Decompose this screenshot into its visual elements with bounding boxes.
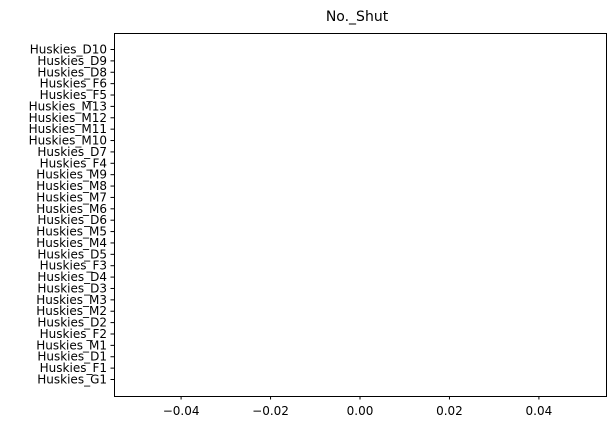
chart-title: No._Shut — [326, 9, 389, 25]
y-tick-label: Huskies_D8 — [37, 65, 107, 79]
x-tick-label: 0.04 — [526, 404, 553, 418]
plot-frame — [114, 33, 607, 397]
y-tick-label: Huskies_M2 — [36, 304, 107, 318]
y-tick-label: Huskies_M1 — [36, 338, 107, 352]
y-tick-label: Huskies_M13 — [29, 99, 107, 113]
y-tick-label: Huskies_M10 — [29, 134, 107, 148]
y-tick-label: Huskies_D7 — [37, 145, 107, 159]
y-tick-label: Huskies_D1 — [37, 350, 107, 364]
y-tick-label: Huskies_M7 — [36, 190, 107, 204]
y-tick-label: Huskies_M5 — [36, 225, 107, 239]
y-tick-label: Huskies_M12 — [29, 111, 107, 125]
x-tick-label: −0.02 — [252, 404, 289, 418]
y-tick-label: Huskies_D5 — [37, 247, 107, 261]
y-axis: Huskies_G1Huskies_F1Huskies_D1Huskies_M1… — [29, 43, 114, 387]
y-tick-label: Huskies_D4 — [37, 270, 107, 284]
x-tick-label: −0.04 — [163, 404, 200, 418]
x-tick-label: 0.02 — [436, 404, 463, 418]
y-tick-label: Huskies_F6 — [40, 77, 107, 91]
y-tick-label: Huskies_D3 — [37, 281, 107, 295]
y-tick-label: Huskies_F5 — [40, 88, 107, 102]
y-tick-label: Huskies_M11 — [29, 122, 107, 136]
y-tick-label: Huskies_M9 — [36, 168, 107, 182]
y-tick-label: Huskies_D9 — [37, 54, 107, 68]
y-tick-label: Huskies_M8 — [36, 179, 107, 193]
y-tick-label: Huskies_M6 — [36, 202, 107, 216]
x-tick-label: 0.00 — [347, 404, 374, 418]
y-tick-label: Huskies_M3 — [36, 293, 107, 307]
y-tick-label: Huskies_G1 — [37, 373, 107, 387]
y-tick-label: Huskies_F2 — [40, 327, 107, 341]
y-tick-label: Huskies_F4 — [40, 156, 107, 170]
y-tick-label: Huskies_D10 — [30, 43, 107, 57]
y-tick-label: Huskies_M4 — [36, 236, 107, 250]
y-tick-label: Huskies_F3 — [40, 259, 107, 273]
y-tick-label: Huskies_D6 — [37, 213, 107, 227]
x-axis: −0.04 −0.02 0.00 0.02 0.04 — [163, 396, 553, 418]
y-tick-label: Huskies_F1 — [40, 361, 107, 375]
y-tick-label: Huskies_D2 — [37, 316, 107, 330]
